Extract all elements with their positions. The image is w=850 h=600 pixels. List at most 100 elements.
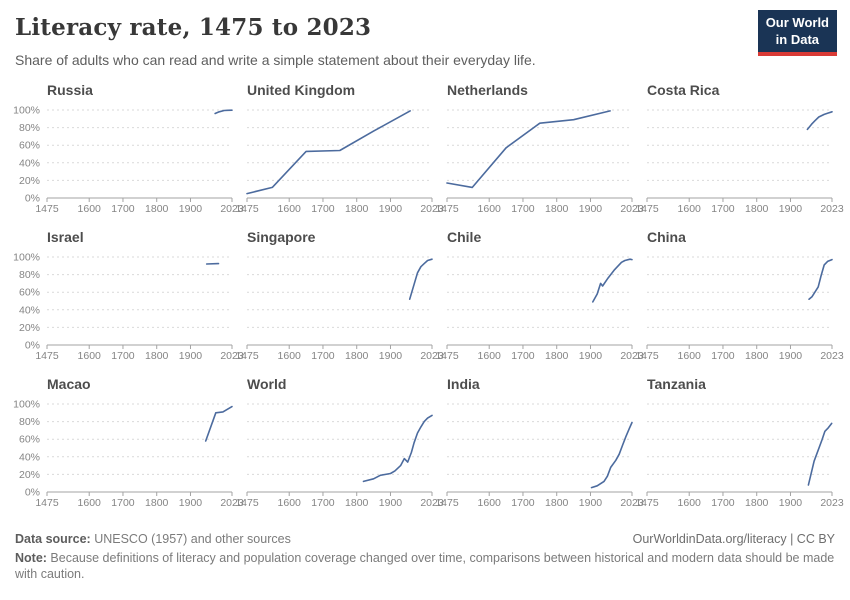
x-tick-label: 2023	[620, 350, 644, 362]
x-tick-label: 1600	[78, 203, 102, 215]
x-tick-label: 1800	[545, 203, 569, 215]
x-tick-label: 1700	[311, 350, 335, 362]
line-chart-costa-rica: 1475 1600 1700 1800 1900 2023	[635, 109, 844, 215]
x-tick-label: 1900	[379, 203, 403, 215]
x-tick-label: 1900	[779, 203, 803, 215]
x-tick-label: 1800	[745, 203, 769, 215]
line-chart-united-kingdom: 1475 1600 1700 1800 1900 2023	[235, 109, 444, 215]
x-tick-label: 2023	[220, 497, 244, 509]
x-tick-label: 1475	[35, 497, 59, 509]
x-tick-label: 1475	[235, 497, 259, 509]
x-tick-label: 1475	[635, 350, 659, 362]
line-chart-macao: 1475 1600 1700 1800 1900 2023 0% 20% 40% 60% 80% 10…	[13, 399, 244, 510]
y-tick-label: 80%	[19, 269, 40, 281]
chart-title-israel: Israel	[47, 229, 84, 245]
x-tick-label: 1800	[145, 203, 169, 215]
owid-logo-line1: Our World	[765, 15, 829, 30]
line-chart-chile: 1475 1600 1700 1800 1900 2023	[435, 256, 644, 362]
x-tick-label: 1700	[511, 497, 535, 509]
x-tick-label: 1475	[435, 497, 459, 509]
x-tick-label: 2023	[820, 497, 844, 509]
page-title: Literacy rate, 1475 to 2023	[15, 14, 372, 41]
x-tick-label: 1900	[179, 350, 203, 362]
x-tick-label: 2023	[820, 350, 844, 362]
x-tick-label: 1475	[35, 350, 59, 362]
x-tick-label: 1600	[678, 203, 702, 215]
x-tick-label: 1800	[745, 497, 769, 509]
x-tick-label: 2023	[620, 497, 644, 509]
x-tick-label: 1475	[35, 203, 59, 215]
chart-title-netherlands: Netherlands	[447, 82, 528, 98]
x-tick-label: 1800	[145, 497, 169, 509]
y-tick-label: 80%	[19, 416, 40, 428]
line-chart-russia: 1475 1600 1700 1800 1900 2023 0% 20% 40% 60% 80% 10…	[13, 105, 244, 216]
owid-logo: Our World in Data	[757, 10, 837, 56]
x-tick-label: 1600	[78, 350, 102, 362]
chart-title-russia: Russia	[47, 82, 93, 98]
y-tick-label: 60%	[19, 140, 40, 152]
x-tick-label: 2023	[420, 497, 444, 509]
chart-title-tanzania: Tanzania	[647, 376, 706, 392]
x-tick-label: 2023	[620, 203, 644, 215]
chart-title-china: China	[647, 229, 686, 245]
x-tick-label: 1800	[345, 350, 369, 362]
x-tick-label: 1900	[579, 350, 603, 362]
chart-title-world: World	[247, 376, 287, 392]
note-label: Note:	[15, 551, 47, 565]
chart-title-united-kingdom: United Kingdom	[247, 82, 356, 98]
y-tick-label: 100%	[13, 252, 40, 264]
chart-cell-united-kingdom: United Kingdom 1475 1600 1700 1800 1900 2023	[207, 80, 447, 220]
x-tick-label: 1475	[435, 350, 459, 362]
data-line-singapore	[408, 258, 433, 300]
x-tick-label: 1600	[278, 350, 302, 362]
data-line-netherlands	[446, 110, 611, 189]
x-tick-label: 1900	[179, 497, 203, 509]
x-tick-label: 1900	[779, 497, 803, 509]
y-tick-label: 40%	[19, 304, 40, 316]
data-line-chile	[592, 258, 633, 303]
y-tick-label: 100%	[13, 399, 40, 411]
chart-title-chile: Chile	[447, 229, 482, 245]
chart-cell-world: World 1475 1600 1700 1800 1900 2023	[207, 374, 447, 514]
x-tick-label: 1700	[111, 203, 135, 215]
x-tick-label: 2023	[220, 350, 244, 362]
x-tick-label: 1900	[379, 350, 403, 362]
chart-title-india: India	[447, 376, 480, 392]
x-tick-label: 1475	[635, 497, 659, 509]
y-tick-label: 80%	[19, 122, 40, 134]
y-tick-label: 0%	[25, 340, 40, 352]
x-tick-label: 1700	[711, 497, 735, 509]
y-tick-label: 20%	[19, 322, 40, 334]
data-line-china	[808, 258, 833, 300]
data-line-macao	[204, 405, 233, 442]
x-tick-label: 1475	[635, 203, 659, 215]
y-tick-label: 20%	[19, 469, 40, 481]
x-tick-label: 1900	[579, 203, 603, 215]
footer-note: Note: Because definitions of literacy an…	[15, 550, 835, 583]
note-text: Because definitions of literacy and popu…	[15, 551, 835, 582]
chart-footer: Data source: UNESCO (1957) and other sou…	[15, 532, 835, 583]
x-tick-label: 1700	[311, 497, 335, 509]
x-tick-label: 2023	[220, 203, 244, 215]
x-tick-label: 1600	[478, 203, 502, 215]
x-tick-label: 1600	[78, 497, 102, 509]
chart-cell-netherlands: Netherlands 1475 1600 1700 1800 1900 2023	[407, 80, 647, 220]
x-tick-label: 1600	[278, 497, 302, 509]
x-tick-label: 2023	[820, 203, 844, 215]
x-tick-label: 1900	[779, 350, 803, 362]
chart-cell-macao: Macao 1475 1600 1700 1800 1900 2023 0% 20% 40% 60%…	[7, 374, 247, 514]
x-tick-label: 1900	[579, 497, 603, 509]
x-tick-label: 1600	[278, 203, 302, 215]
chart-cell-chile: Chile 1475 1600 1700 1800 1900 2023	[407, 227, 647, 367]
x-tick-label: 1700	[511, 203, 535, 215]
x-tick-label: 1475	[435, 203, 459, 215]
line-chart-singapore: 1475 1600 1700 1800 1900 2023	[235, 256, 444, 362]
x-tick-label: 1600	[678, 497, 702, 509]
x-tick-label: 1800	[345, 497, 369, 509]
small-multiples-grid: Russia 1475 1600 1700 1800 1900 2023 0% 20% 40% 60…	[0, 80, 850, 520]
chart-cell-russia: Russia 1475 1600 1700 1800 1900 2023 0% 20% 40% 60…	[7, 80, 247, 220]
chart-cell-china: China 1475 1600 1700 1800 1900 2023	[607, 227, 847, 367]
footer-link[interactable]: OurWorldinData.org/literacy | CC BY	[632, 532, 835, 546]
data-line-india	[590, 421, 633, 489]
owid-logo-line2: in Data	[775, 31, 820, 47]
